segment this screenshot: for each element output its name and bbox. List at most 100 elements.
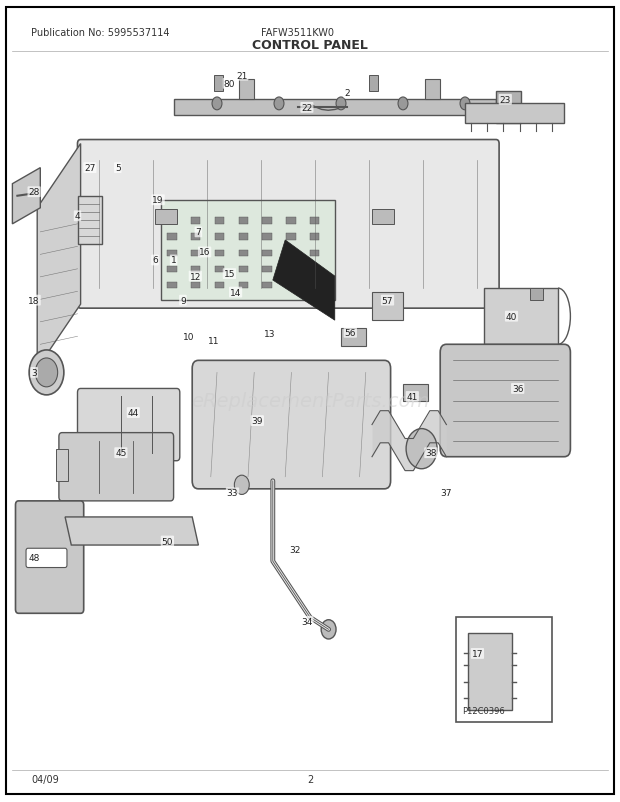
Text: 22: 22 [301, 103, 312, 113]
Text: 15: 15 [224, 269, 235, 279]
Bar [239, 234, 248, 241]
Circle shape [35, 358, 58, 387]
Bar [215, 250, 224, 257]
Bar [215, 282, 224, 289]
Bar [286, 250, 296, 257]
Bar [239, 250, 248, 257]
Bar [262, 234, 272, 241]
Polygon shape [65, 517, 198, 545]
Bar [286, 282, 296, 289]
Bar [167, 250, 177, 257]
Bar [286, 266, 296, 273]
Text: 57: 57 [382, 296, 393, 306]
Bar [191, 234, 200, 241]
Bar [484, 289, 558, 345]
Text: 28: 28 [29, 188, 40, 197]
Bar [191, 218, 200, 225]
Text: CONTROL PANEL: CONTROL PANEL [252, 38, 368, 51]
Bar [214, 76, 223, 92]
Text: 37: 37 [441, 488, 452, 498]
Text: 38: 38 [425, 448, 436, 458]
Text: 5: 5 [115, 164, 121, 173]
Text: 32: 32 [289, 545, 300, 554]
Text: 17: 17 [472, 649, 483, 658]
Bar [239, 282, 248, 289]
Text: 40: 40 [506, 312, 517, 322]
Text: 11: 11 [208, 336, 219, 346]
Bar [215, 266, 224, 273]
Bar [530, 289, 542, 301]
FancyBboxPatch shape [78, 140, 499, 309]
Bar [369, 76, 378, 92]
Text: 41: 41 [407, 392, 418, 402]
Bar [262, 218, 272, 225]
Bar [161, 200, 335, 301]
Text: 50: 50 [162, 537, 173, 546]
Text: 10: 10 [184, 332, 195, 342]
FancyBboxPatch shape [78, 389, 180, 461]
Bar [341, 329, 366, 346]
Text: 14: 14 [230, 288, 241, 298]
FancyBboxPatch shape [192, 361, 391, 489]
Text: 7: 7 [195, 228, 202, 237]
Circle shape [29, 350, 64, 395]
Bar [167, 218, 177, 225]
Polygon shape [273, 241, 335, 321]
Text: 4: 4 [74, 212, 81, 221]
Text: 34: 34 [301, 617, 312, 626]
Bar [191, 282, 200, 289]
Bar [286, 234, 296, 241]
Bar [167, 266, 177, 273]
FancyBboxPatch shape [440, 345, 570, 457]
Text: 45: 45 [115, 448, 126, 458]
Text: Publication No: 5995537114: Publication No: 5995537114 [31, 28, 169, 38]
Text: 16: 16 [199, 248, 210, 257]
Bar [262, 266, 272, 273]
Text: eReplacementParts.com: eReplacementParts.com [191, 391, 429, 411]
Circle shape [460, 98, 470, 111]
Bar [286, 218, 296, 225]
Text: 44: 44 [128, 408, 139, 418]
Bar [239, 218, 248, 225]
Polygon shape [37, 144, 81, 369]
Text: P12C0396: P12C0396 [463, 707, 505, 715]
Text: 33: 33 [227, 488, 238, 498]
Bar [496, 92, 521, 124]
Bar [215, 234, 224, 241]
Bar [262, 282, 272, 289]
Bar [78, 196, 102, 245]
Text: 13: 13 [264, 330, 275, 339]
FancyBboxPatch shape [16, 501, 84, 614]
Text: 2: 2 [344, 89, 350, 99]
Text: 19: 19 [153, 196, 164, 205]
Text: 1: 1 [170, 256, 177, 265]
Text: 23: 23 [500, 95, 511, 105]
Text: 48: 48 [29, 553, 40, 562]
Bar [425, 80, 440, 100]
Text: 39: 39 [252, 416, 263, 426]
Text: 04/09: 04/09 [31, 775, 59, 784]
Text: 6: 6 [152, 256, 158, 265]
Bar [310, 218, 319, 225]
Text: 56: 56 [345, 328, 356, 338]
FancyBboxPatch shape [26, 549, 67, 568]
Bar [239, 80, 254, 100]
Bar [372, 210, 394, 225]
Bar [310, 250, 319, 257]
Bar [403, 385, 428, 401]
Text: 2: 2 [307, 775, 313, 784]
Text: 80: 80 [224, 79, 235, 89]
Circle shape [398, 98, 408, 111]
Circle shape [274, 98, 284, 111]
Bar [191, 250, 200, 257]
Polygon shape [12, 168, 40, 225]
Bar [310, 266, 319, 273]
Text: 21: 21 [236, 71, 247, 81]
Circle shape [234, 476, 249, 495]
Bar [155, 210, 177, 225]
Bar [215, 218, 224, 225]
Text: 36: 36 [512, 384, 523, 394]
Bar [56, 449, 68, 481]
FancyBboxPatch shape [59, 433, 174, 501]
Bar [262, 250, 272, 257]
